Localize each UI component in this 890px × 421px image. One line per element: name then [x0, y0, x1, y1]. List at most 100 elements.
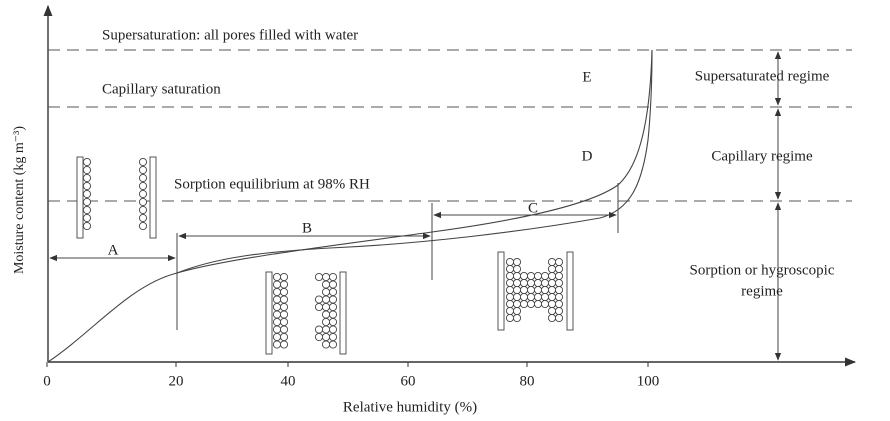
water-molecule — [279, 295, 289, 304]
water-molecule — [505, 257, 515, 267]
water-molecule — [519, 299, 529, 309]
water-molecule — [512, 278, 522, 288]
pore-wall — [149, 156, 157, 239]
water-molecule — [138, 197, 148, 207]
region-label: B — [302, 220, 312, 236]
water-molecule — [505, 306, 515, 316]
water-molecule — [519, 278, 529, 288]
pore-wall — [566, 251, 574, 331]
water-molecule — [512, 257, 522, 267]
x-tick-label: 40 — [281, 373, 296, 389]
water-molecule — [547, 292, 557, 302]
water-molecule — [82, 165, 92, 175]
water-molecule — [82, 173, 92, 183]
water-molecule — [82, 197, 92, 207]
water-molecule — [533, 271, 543, 281]
water-molecule — [547, 313, 557, 323]
water-molecule — [272, 272, 282, 282]
water-molecule — [328, 295, 338, 304]
water-molecule — [272, 310, 282, 319]
water-molecule — [279, 332, 289, 342]
water-molecule — [279, 340, 289, 349]
x-tick-label: 100 — [637, 373, 660, 389]
isotherm-curve — [176, 49, 653, 274]
water-molecule — [82, 221, 92, 231]
y-axis-label: Moisture content (kg m⁻³) — [12, 126, 27, 274]
water-molecule — [526, 285, 536, 295]
water-molecule — [554, 278, 564, 288]
water-molecule — [554, 306, 564, 316]
water-molecule — [138, 221, 148, 231]
water-molecule — [554, 264, 564, 274]
water-molecule — [321, 280, 331, 289]
water-molecule — [279, 287, 289, 297]
water-molecule — [526, 292, 536, 302]
water-molecule — [328, 280, 338, 289]
water-molecule — [547, 257, 557, 267]
water-molecule — [505, 278, 515, 288]
water-molecule — [314, 302, 324, 312]
water-molecule — [554, 313, 564, 323]
regime-label: Capillary regime — [711, 148, 813, 164]
water-molecule — [526, 271, 536, 281]
water-molecule — [328, 272, 338, 282]
water-molecule — [554, 299, 564, 309]
water-molecule — [547, 285, 557, 295]
water-molecule — [82, 213, 92, 223]
water-molecule — [82, 205, 92, 215]
water-molecule — [505, 313, 515, 323]
regime-label: regime — [741, 283, 783, 299]
water-molecule — [321, 295, 331, 304]
water-molecule — [138, 165, 148, 175]
water-molecule — [533, 292, 543, 302]
region-label: A — [108, 242, 119, 258]
water-molecule — [82, 181, 92, 191]
regime-label: Supersaturated regime — [695, 68, 830, 84]
water-molecule — [321, 272, 331, 282]
water-molecule — [505, 285, 515, 295]
water-molecule — [82, 189, 92, 199]
water-molecule — [512, 271, 522, 281]
water-molecule — [533, 278, 543, 288]
water-molecule — [554, 257, 564, 267]
water-molecule — [272, 295, 282, 304]
water-molecule — [272, 325, 282, 334]
water-molecule — [321, 302, 331, 312]
water-molecule — [272, 287, 282, 297]
x-tick-label: 20 — [169, 373, 184, 389]
water-molecule — [547, 299, 557, 309]
water-molecule — [540, 285, 550, 295]
water-molecule — [512, 299, 522, 309]
water-molecule — [321, 310, 331, 319]
water-molecule — [328, 302, 338, 312]
water-molecule — [540, 278, 550, 288]
water-molecule — [279, 302, 289, 312]
water-molecule — [533, 299, 543, 309]
water-molecule — [321, 287, 331, 297]
water-molecule — [540, 292, 550, 302]
water-molecule — [505, 264, 515, 274]
water-molecule — [554, 285, 564, 295]
water-molecule — [547, 271, 557, 281]
water-molecule — [321, 340, 331, 349]
water-molecule — [328, 340, 338, 349]
water-molecule — [279, 310, 289, 319]
water-molecule — [519, 292, 529, 302]
water-molecule — [314, 325, 324, 334]
water-molecule — [272, 340, 282, 349]
water-molecule — [512, 313, 522, 323]
pore-wall — [76, 156, 84, 239]
pore-wall — [339, 271, 347, 355]
water-molecule — [321, 317, 331, 327]
water-molecule — [279, 280, 289, 289]
water-molecule — [328, 325, 338, 334]
water-molecule — [272, 332, 282, 342]
water-molecule — [512, 264, 522, 274]
level-label: Supersaturation: all pores filled with w… — [102, 27, 358, 43]
water-molecule — [328, 287, 338, 297]
water-molecule — [519, 271, 529, 281]
water-molecule — [328, 332, 338, 342]
water-molecule — [533, 285, 543, 295]
regime-label: Sorption or hygroscopic — [690, 262, 835, 278]
